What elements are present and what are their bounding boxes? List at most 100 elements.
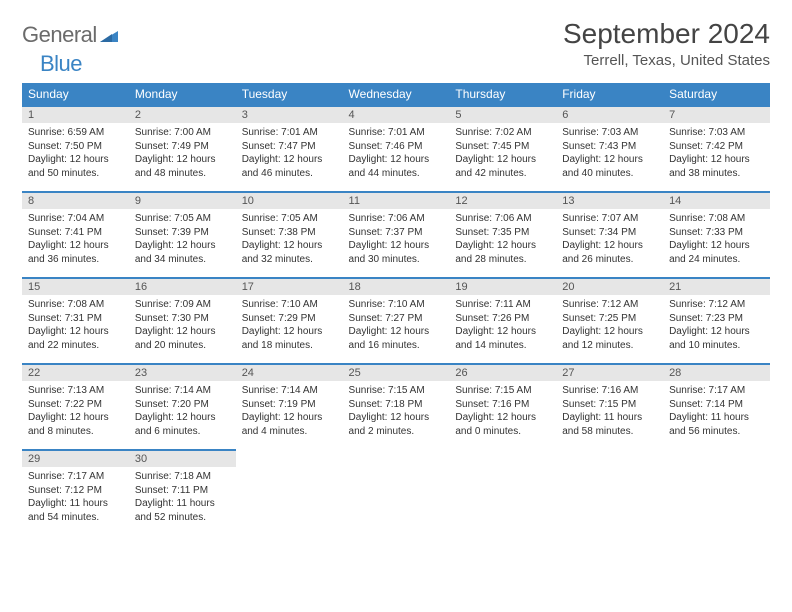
calendar-day-cell (556, 450, 663, 536)
day-number: 11 (343, 193, 450, 209)
calendar-day-cell: 4 Sunrise: 7:01 AMSunset: 7:46 PMDaylight… (343, 106, 450, 192)
sunrise-text: Sunrise: 7:04 AM (28, 212, 123, 226)
daylight-text: Daylight: 12 hours and 8 minutes. (28, 411, 123, 438)
calendar-header-cell: Thursday (449, 83, 556, 106)
calendar-day-cell: 6Sunrise: 7:03 AMSunset: 7:43 PMDaylight… (556, 106, 663, 192)
daylight-text: Daylight: 12 hours and 44 minutes. (349, 153, 444, 180)
daylight-text: Daylight: 12 hours and 14 minutes. (455, 325, 550, 352)
day-number: 4 (343, 107, 450, 123)
day-body: Sunrise: 7:10 AMSunset: 7:27 PMDaylight:… (343, 295, 450, 358)
day-body: Sunrise: 7:00 AMSunset: 7:49 PMDaylight:… (129, 123, 236, 186)
calendar-day-cell: 21Sunrise: 7:12 AMSunset: 7:23 PMDayligh… (663, 278, 770, 364)
sunset-text: Sunset: 7:25 PM (562, 312, 657, 326)
calendar-day-cell: 26Sunrise: 7:15 AMSunset: 7:16 PMDayligh… (449, 364, 556, 450)
sunset-text: Sunset: 7:22 PM (28, 398, 123, 412)
sunrise-text: Sunrise: 7:10 AM (349, 298, 444, 312)
daylight-text: Daylight: 12 hours and 20 minutes. (135, 325, 230, 352)
day-body: Sunrise: 7:12 AMSunset: 7:23 PMDaylight:… (663, 295, 770, 358)
daylight-text: Daylight: 12 hours and 30 minutes. (349, 239, 444, 266)
sunset-text: Sunset: 7:35 PM (455, 226, 550, 240)
day-body: Sunrise: 7:16 AMSunset: 7:15 PMDaylight:… (556, 381, 663, 444)
day-number: 7 (663, 107, 770, 123)
sunset-text: Sunset: 7:33 PM (669, 226, 764, 240)
calendar-day-cell: 5Sunrise: 7:02 AMSunset: 7:45 PMDaylight… (449, 106, 556, 192)
sunrise-text: Sunrise: 7:12 AM (669, 298, 764, 312)
daylight-text: Daylight: 12 hours and 26 minutes. (562, 239, 657, 266)
day-number: 25 (343, 365, 450, 381)
logo-general-text: General (22, 22, 97, 48)
sunset-text: Sunset: 7:14 PM (669, 398, 764, 412)
day-body: Sunrise: 7:17 AMSunset: 7:12 PMDaylight:… (22, 467, 129, 530)
calendar-day-cell: 19Sunrise: 7:11 AMSunset: 7:26 PMDayligh… (449, 278, 556, 364)
day-body: Sunrise: 7:01 AMSunset: 7:47 PMDaylight:… (236, 123, 343, 186)
sunset-text: Sunset: 7:11 PM (135, 484, 230, 498)
sunrise-text: Sunrise: 7:09 AM (135, 298, 230, 312)
day-number: 15 (22, 279, 129, 295)
calendar-day-cell: 17Sunrise: 7:10 AMSunset: 7:29 PMDayligh… (236, 278, 343, 364)
daylight-text: Daylight: 12 hours and 10 minutes. (669, 325, 764, 352)
daylight-text: Daylight: 11 hours and 54 minutes. (28, 497, 123, 524)
calendar-day-cell: 11Sunrise: 7:06 AMSunset: 7:37 PMDayligh… (343, 192, 450, 278)
day-body: Sunrise: 7:08 AMSunset: 7:33 PMDaylight:… (663, 209, 770, 272)
calendar-week-row: 15Sunrise: 7:08 AMSunset: 7:31 PMDayligh… (22, 278, 770, 364)
calendar-day-cell: 24Sunrise: 7:14 AMSunset: 7:19 PMDayligh… (236, 364, 343, 450)
calendar-day-cell (449, 450, 556, 536)
daylight-text: Daylight: 12 hours and 48 minutes. (135, 153, 230, 180)
calendar-header-row: SundayMondayTuesdayWednesdayThursdayFrid… (22, 83, 770, 106)
calendar-day-cell: 29Sunrise: 7:17 AMSunset: 7:12 PMDayligh… (22, 450, 129, 536)
day-body: Sunrise: 7:15 AMSunset: 7:18 PMDaylight:… (343, 381, 450, 444)
calendar-day-cell: 25Sunrise: 7:15 AMSunset: 7:18 PMDayligh… (343, 364, 450, 450)
calendar-week-row: 22Sunrise: 7:13 AMSunset: 7:22 PMDayligh… (22, 364, 770, 450)
daylight-text: Daylight: 12 hours and 34 minutes. (135, 239, 230, 266)
daylight-text: Daylight: 12 hours and 46 minutes. (242, 153, 337, 180)
location-text: Terrell, Texas, United States (563, 52, 770, 69)
sunrise-text: Sunrise: 7:03 AM (562, 126, 657, 140)
sunrise-text: Sunrise: 7:01 AM (242, 126, 337, 140)
sunrise-text: Sunrise: 7:11 AM (455, 298, 550, 312)
daylight-text: Daylight: 12 hours and 12 minutes. (562, 325, 657, 352)
calendar-header-cell: Saturday (663, 83, 770, 106)
daylight-text: Daylight: 12 hours and 42 minutes. (455, 153, 550, 180)
calendar-day-cell: 22Sunrise: 7:13 AMSunset: 7:22 PMDayligh… (22, 364, 129, 450)
daylight-text: Daylight: 12 hours and 0 minutes. (455, 411, 550, 438)
day-number: 19 (449, 279, 556, 295)
calendar-day-cell: 10Sunrise: 7:05 AMSunset: 7:38 PMDayligh… (236, 192, 343, 278)
sunset-text: Sunset: 7:41 PM (28, 226, 123, 240)
calendar-day-cell: 3Sunrise: 7:01 AMSunset: 7:47 PMDaylight… (236, 106, 343, 192)
sunrise-text: Sunrise: 7:17 AM (28, 470, 123, 484)
sunset-text: Sunset: 7:19 PM (242, 398, 337, 412)
calendar-day-cell: 23Sunrise: 7:14 AMSunset: 7:20 PMDayligh… (129, 364, 236, 450)
day-body: Sunrise: 7:14 AMSunset: 7:19 PMDaylight:… (236, 381, 343, 444)
daylight-text: Daylight: 12 hours and 6 minutes. (135, 411, 230, 438)
sunrise-text: Sunrise: 7:17 AM (669, 384, 764, 398)
sunrise-text: Sunrise: 7:08 AM (669, 212, 764, 226)
day-number: 14 (663, 193, 770, 209)
sunrise-text: Sunrise: 7:14 AM (242, 384, 337, 398)
sunrise-text: Sunrise: 7:12 AM (562, 298, 657, 312)
day-body: Sunrise: 7:09 AMSunset: 7:30 PMDaylight:… (129, 295, 236, 358)
calendar-day-cell (663, 450, 770, 536)
day-number: 9 (129, 193, 236, 209)
sunset-text: Sunset: 7:12 PM (28, 484, 123, 498)
sunset-text: Sunset: 7:50 PM (28, 140, 123, 154)
sunrise-text: Sunrise: 7:01 AM (349, 126, 444, 140)
day-body: Sunrise: 7:06 AMSunset: 7:37 PMDaylight:… (343, 209, 450, 272)
daylight-text: Daylight: 12 hours and 40 minutes. (562, 153, 657, 180)
day-body: Sunrise: 7:08 AMSunset: 7:31 PMDaylight:… (22, 295, 129, 358)
logo: General (22, 22, 120, 48)
calendar-day-cell (236, 450, 343, 536)
page-title: September 2024 (563, 18, 770, 50)
calendar-week-row: 8 Sunrise: 7:04 AMSunset: 7:41 PM Daylight… (22, 192, 770, 278)
sunset-text: Sunset: 7:27 PM (349, 312, 444, 326)
daylight-text: Daylight: 12 hours and 38 minutes. (669, 153, 764, 180)
calendar-header-cell: Tuesday (236, 83, 343, 106)
day-number: 6 (556, 107, 663, 123)
day-number: 23 (129, 365, 236, 381)
day-body: Sunrise: 7:17 AMSunset: 7:14 PMDaylight:… (663, 381, 770, 444)
day-number: 8 (22, 193, 129, 209)
daylight-text: Daylight: 12 hours and 50 minutes. (28, 153, 123, 180)
sunset-text: Sunset: 7:46 PM (349, 140, 444, 154)
sunset-text: Sunset: 7:30 PM (135, 312, 230, 326)
day-body: Sunrise: 7:03 AMSunset: 7:42 PMDaylight:… (663, 123, 770, 186)
daylight-text: Daylight: 12 hours and 22 minutes. (28, 325, 123, 352)
